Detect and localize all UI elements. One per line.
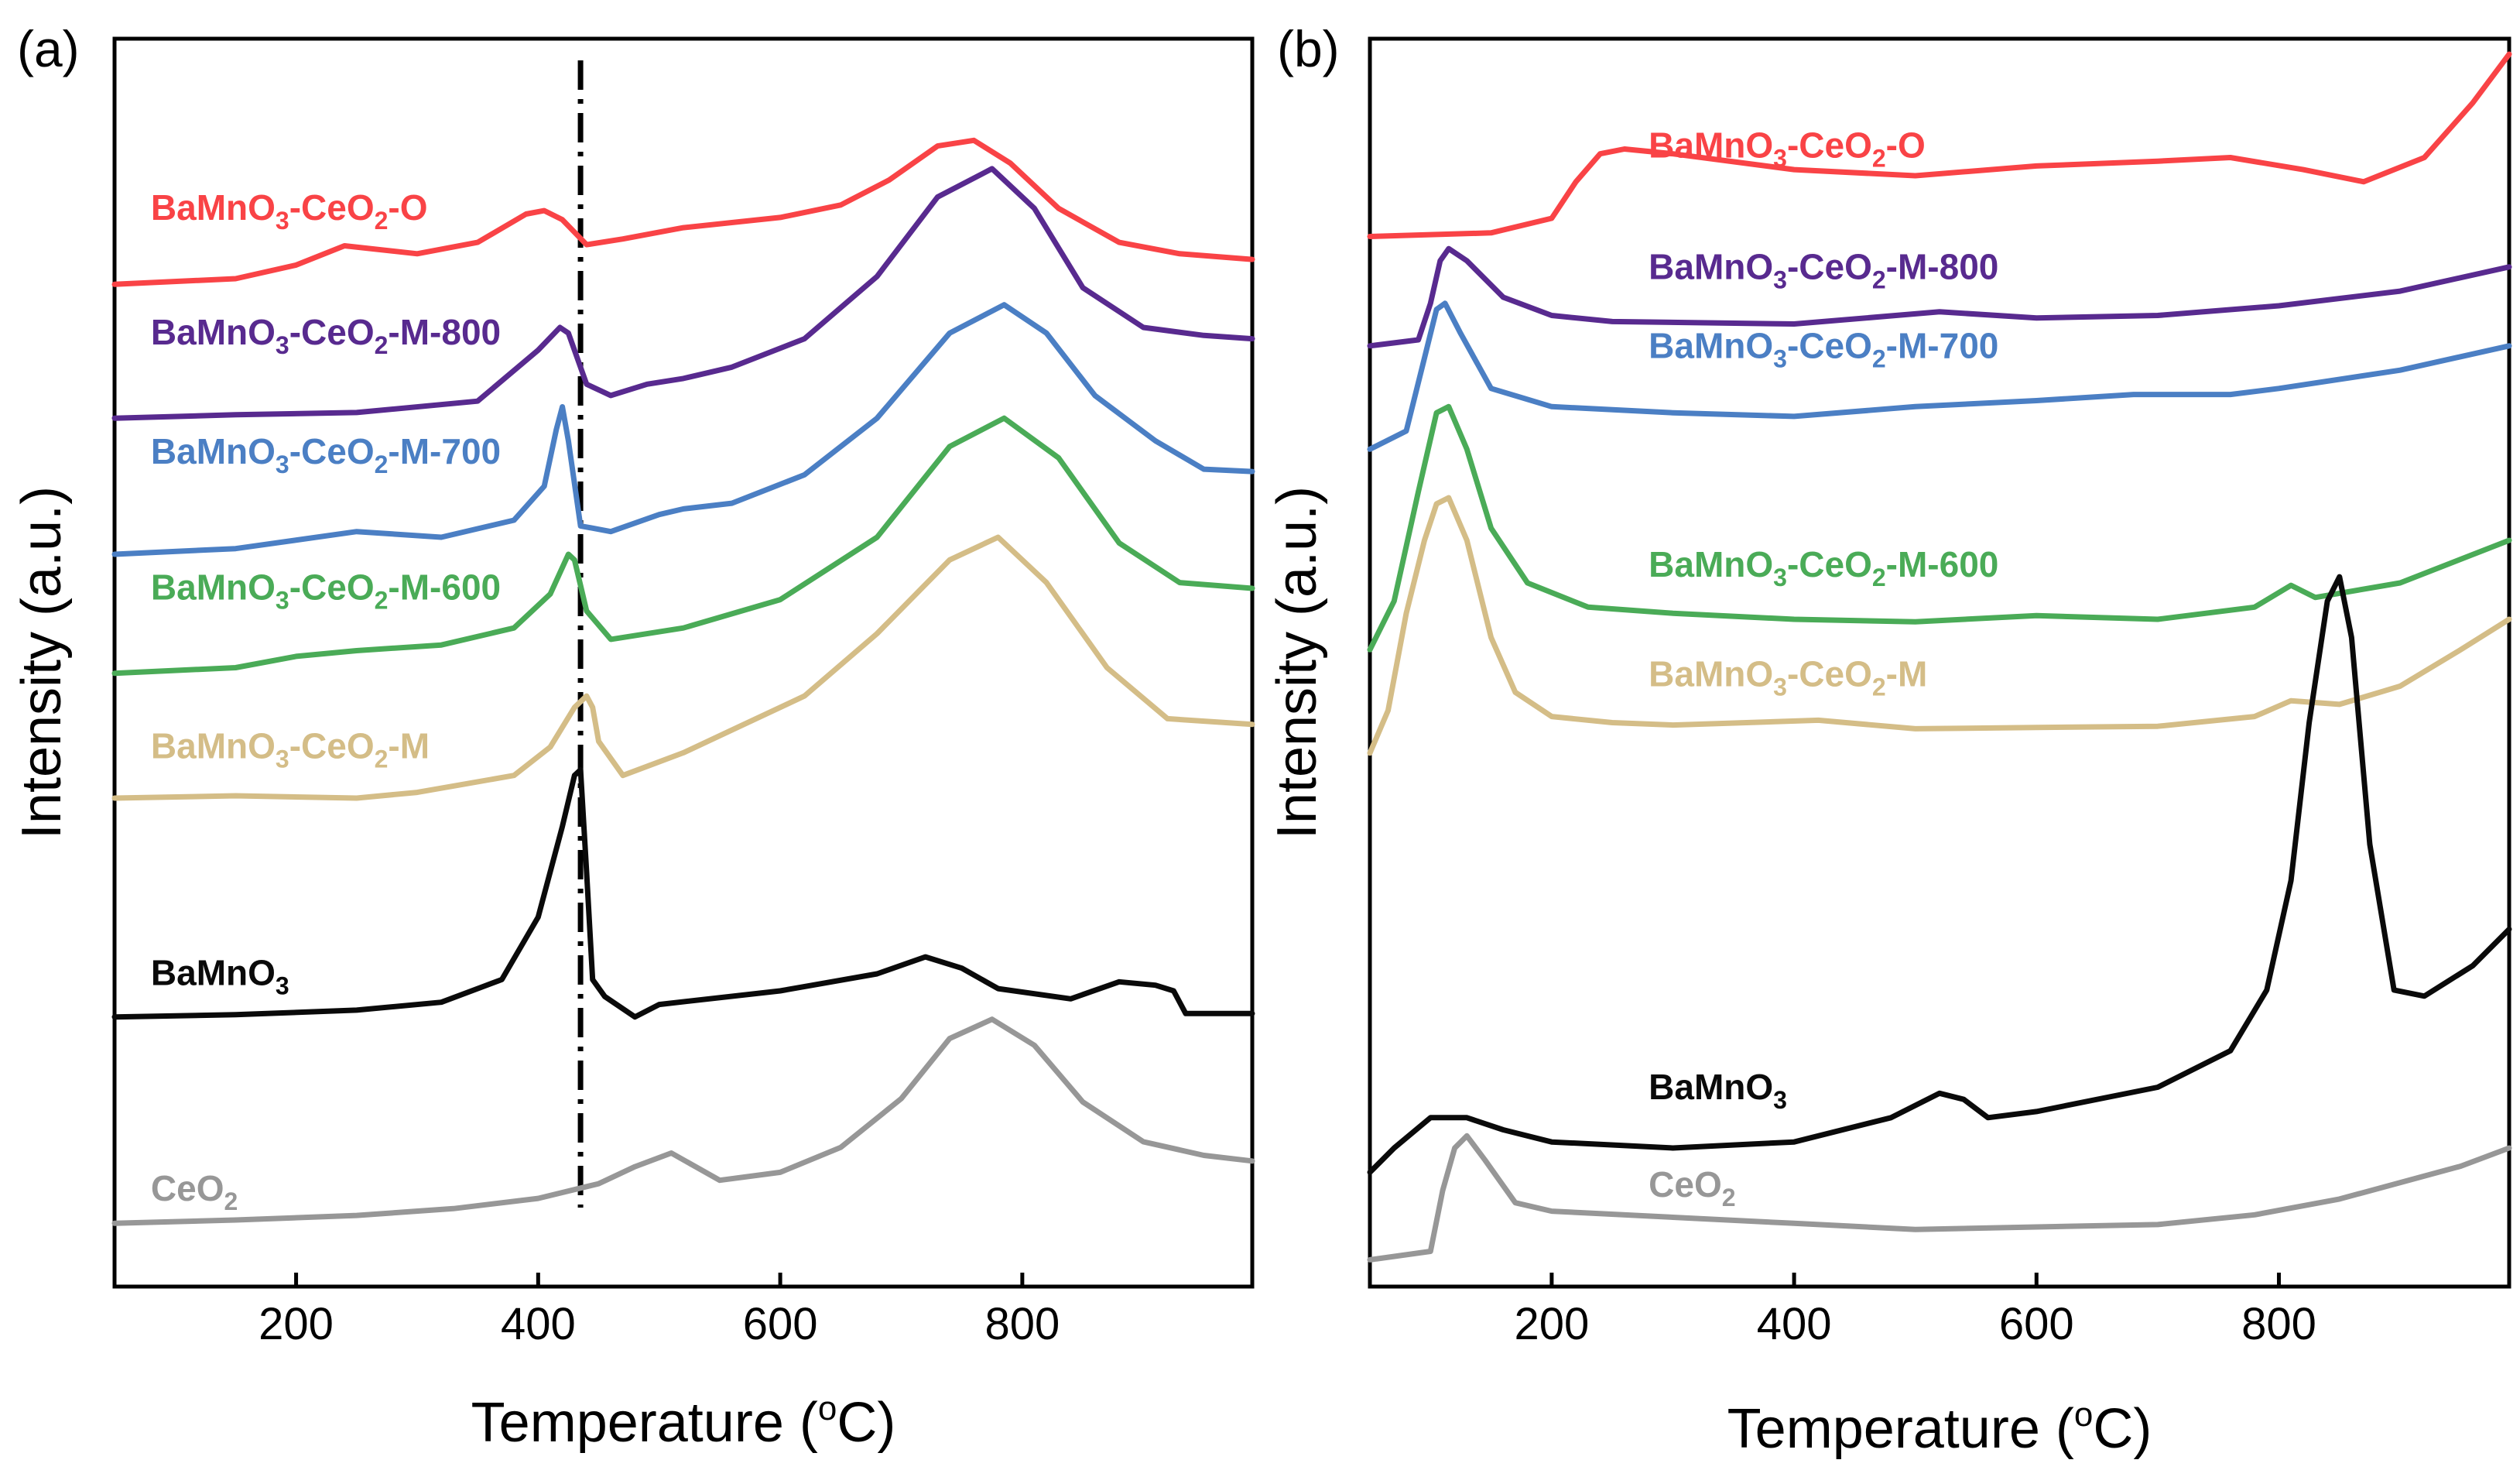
series-line [111,137,1255,287]
ticks-layer: 200 400 600 800 [1515,1273,2316,1349]
series-line [1367,574,2512,1175]
labels-layer: BaMnO3-CeO2-O BaMnO3-CeO2-M-800 BaMnO3-CeO… [1649,125,1998,1211]
x-tick-label: 800 [984,1299,1060,1349]
series-label: BaMnO3-CeO2-M [151,726,430,773]
x-tick-label: 400 [501,1299,576,1349]
series-line [111,534,1255,801]
x-tick-label: 600 [1999,1299,2074,1349]
x-tick-label: 200 [259,1299,334,1349]
series-label: BaMnO3-CeO2-M-800 [151,312,501,359]
series-label: BaMnO3-CeO2-M-800 [1649,246,1998,293]
series-label: BaMnO3-CeO2-M-700 [1649,326,1998,373]
series-line [1367,1133,2512,1263]
series-label: BaMnO3-CeO2-O [151,187,428,235]
y-axis-title: Intensity (a.u.) [1266,486,1328,839]
series-label: BaMnO3 [151,953,289,1000]
panel-label: (a) [17,20,80,77]
series-line [1367,300,2512,452]
curves-layer [1367,51,2512,1263]
ticks-layer: 200 400 600 800 [259,1273,1060,1349]
y-axis-title: Intensity (a.u.) [11,486,73,839]
labels-layer: BaMnO3-CeO2-O BaMnO3-CeO2-M-800 BaMnO3-CeO… [151,187,501,1215]
x-tick-label: 200 [1515,1299,1590,1349]
panel-label: (b) [1277,20,1340,77]
plot-frame [1368,36,2511,1289]
x-axis-title: Temperature (oC) [1727,1396,2152,1460]
series-label: BaMnO3-CeO2-M [1649,653,1927,701]
series-line [111,766,1255,1020]
series-line [111,1016,1255,1226]
series-line [1367,245,2512,349]
series-label: BaMnO3-CeO2-M-600 [1649,544,1998,591]
series-line [111,166,1255,421]
series-label: BaMnO3-CeO2-O [1649,125,1926,172]
x-axis-title: Temperature (oC) [471,1390,896,1454]
plot-frame [112,36,1255,1289]
x-tick-label: 800 [2241,1299,2316,1349]
series-line [111,415,1255,677]
series-line [1367,403,2512,653]
series-label: CeO2 [151,1168,238,1215]
panel-b: (b) BaMnO3-CeO2-OBaMnO3-CeO2-M-800BaMnO3… [1266,20,2512,1460]
x-tick-label: 400 [1757,1299,1832,1349]
series-line [1367,495,2512,756]
x-tick-label: 600 [743,1299,818,1349]
series-label: CeO2 [1649,1164,1735,1211]
series-label: BaMnO3-CeO2-M-700 [151,431,501,478]
series-line [111,302,1255,557]
curves-layer [111,137,1255,1226]
series-label: BaMnO3 [1649,1067,1787,1114]
series-line [1367,51,2512,239]
series-label: BaMnO3-CeO2-M-600 [151,567,501,615]
panel-a: (a) BaMnO3-CeO2-OBaMnO3-CeO2-M-800BaMnO3… [11,20,1255,1454]
